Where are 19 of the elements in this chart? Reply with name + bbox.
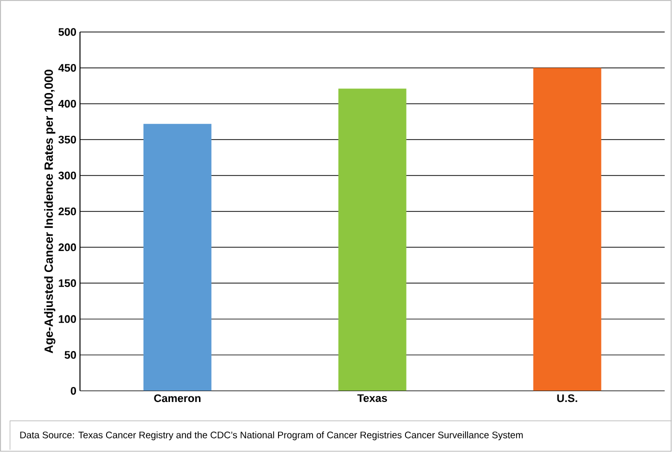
y-tick-label: 0 xyxy=(70,387,76,395)
bar xyxy=(338,88,406,391)
y-tick-label: 150 xyxy=(58,279,76,288)
y-tick-label: 450 xyxy=(58,64,76,72)
bar xyxy=(143,124,212,391)
x-tick-label: U.S. xyxy=(557,394,578,402)
y-tick-label: 400 xyxy=(58,100,76,108)
y-tick-label: 500 xyxy=(58,28,76,36)
y-tick-label: 350 xyxy=(58,136,76,144)
x-tick-label: Texas xyxy=(357,394,388,402)
y-tick-label: 300 xyxy=(58,172,76,180)
y-tick-label: 100 xyxy=(58,315,76,324)
y-tick-label: 200 xyxy=(58,244,76,252)
source-note: Data Source: Texas Cancer Registry and the CDC’s National Program of Cancer Registries Cancer Surveillance System xyxy=(20,431,523,440)
y-tick-label: 250 xyxy=(58,208,76,216)
x-tick-label: Cameron xyxy=(154,394,200,402)
y-tick-label: 50 xyxy=(64,351,76,359)
y-axis-title: Age-Adjusted Cancer Incidence Rates per 100,000 xyxy=(44,70,56,354)
bar xyxy=(533,68,602,391)
